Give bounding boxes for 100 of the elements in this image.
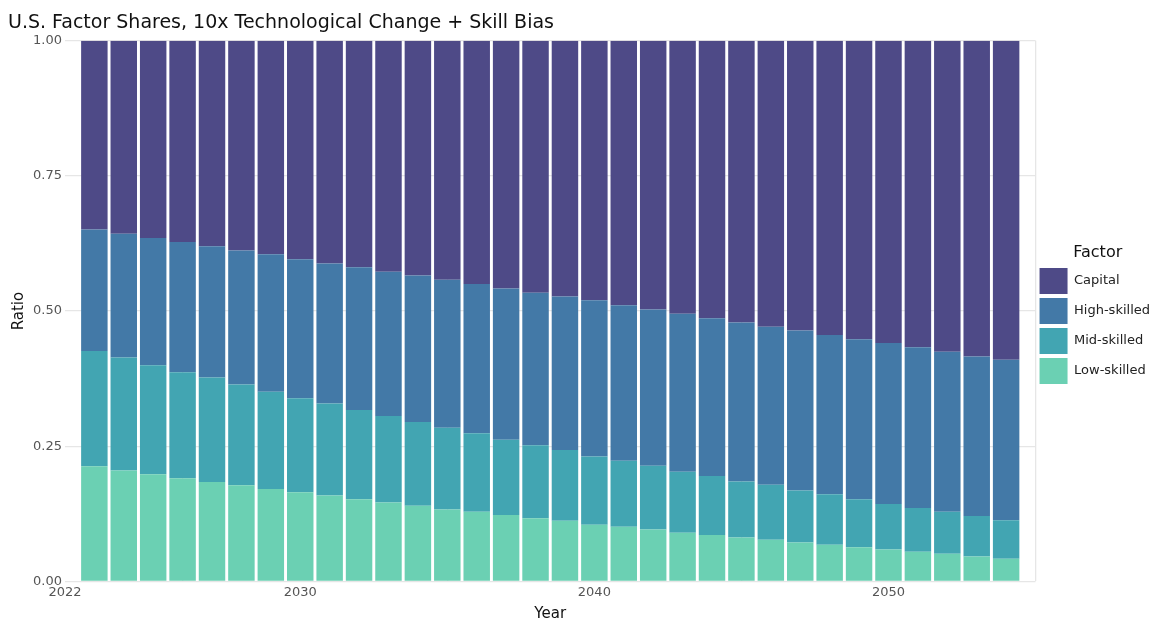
bar	[434, 40, 461, 280]
bar	[875, 40, 902, 343]
y-tick-label: 1.00	[32, 32, 62, 48]
bar	[904, 40, 932, 348]
bar	[639, 529, 667, 581]
bar	[345, 40, 373, 268]
bar	[581, 456, 608, 525]
bar	[257, 254, 285, 392]
bar	[345, 267, 373, 411]
bar	[404, 275, 432, 422]
bar	[728, 537, 755, 581]
bar	[610, 526, 638, 581]
bar	[463, 511, 490, 581]
bar	[522, 518, 549, 581]
bar	[375, 415, 402, 503]
bar	[198, 481, 226, 581]
bar	[934, 40, 961, 352]
bar	[816, 334, 843, 495]
bar	[787, 330, 814, 491]
bar	[198, 40, 226, 247]
bar	[551, 520, 579, 581]
bar	[228, 485, 255, 581]
bar	[669, 471, 696, 533]
y-tick-label: 0.75	[32, 167, 62, 183]
bar	[757, 539, 785, 581]
bar	[669, 313, 696, 472]
bar	[345, 410, 373, 500]
bar	[316, 495, 343, 581]
bar	[934, 553, 961, 581]
bar	[522, 445, 549, 519]
bar	[551, 40, 579, 297]
bar	[845, 499, 873, 548]
bar	[963, 515, 990, 557]
y-axis-title: Ratio	[8, 291, 27, 331]
bar	[139, 40, 167, 239]
bar	[228, 40, 255, 251]
bar	[610, 460, 638, 527]
bar	[934, 351, 961, 512]
bar	[581, 300, 608, 457]
legend-label: High-skilled	[1074, 302, 1151, 318]
bar	[904, 551, 932, 581]
bar	[463, 284, 490, 434]
bar	[287, 259, 314, 399]
bar	[963, 40, 990, 357]
bar	[492, 514, 520, 581]
bar	[404, 40, 432, 276]
bar	[904, 347, 932, 508]
bar	[639, 40, 667, 310]
bar	[81, 351, 108, 467]
bar	[963, 556, 990, 581]
bar	[698, 318, 726, 476]
bar	[787, 490, 814, 543]
bar	[110, 40, 138, 234]
bar	[845, 547, 873, 581]
bar	[669, 40, 696, 314]
bar	[257, 488, 285, 581]
bar	[492, 439, 520, 515]
chart-title: U.S. Factor Shares, 10x Technological Change + Skill Bias	[8, 10, 554, 33]
bar	[139, 238, 167, 366]
bar	[375, 502, 402, 581]
bar	[434, 509, 461, 581]
bar	[375, 271, 402, 416]
y-tick-label: 0.50	[32, 302, 62, 318]
bar	[816, 544, 843, 581]
bar	[787, 542, 814, 581]
bar	[757, 484, 785, 540]
x-axis-title: Year	[533, 603, 567, 622]
x-tick-label: 2040	[577, 583, 611, 599]
bar	[463, 433, 490, 512]
bar	[169, 40, 196, 242]
bar	[169, 478, 196, 581]
bar	[551, 450, 579, 521]
bar	[404, 421, 432, 506]
bar	[434, 427, 461, 510]
bar	[169, 241, 196, 373]
bar	[81, 229, 108, 352]
bar	[875, 549, 902, 581]
bar	[845, 339, 873, 500]
bar	[345, 499, 373, 581]
bar	[992, 359, 1020, 521]
bar	[316, 263, 343, 404]
bar	[610, 40, 638, 306]
bar	[992, 40, 1020, 360]
bar	[757, 40, 785, 327]
bar	[639, 465, 667, 530]
bar	[110, 470, 138, 581]
bar	[110, 357, 138, 471]
bar	[139, 365, 167, 475]
bar	[228, 384, 255, 486]
bar	[698, 475, 726, 535]
bar	[522, 40, 549, 293]
bar	[551, 296, 579, 451]
legend-label: Mid-skilled	[1074, 332, 1144, 348]
bar	[287, 398, 314, 493]
bar	[110, 233, 138, 358]
bar	[816, 40, 843, 335]
bar	[228, 250, 255, 385]
bar	[81, 466, 108, 581]
bar	[316, 403, 343, 496]
bar	[639, 309, 667, 466]
